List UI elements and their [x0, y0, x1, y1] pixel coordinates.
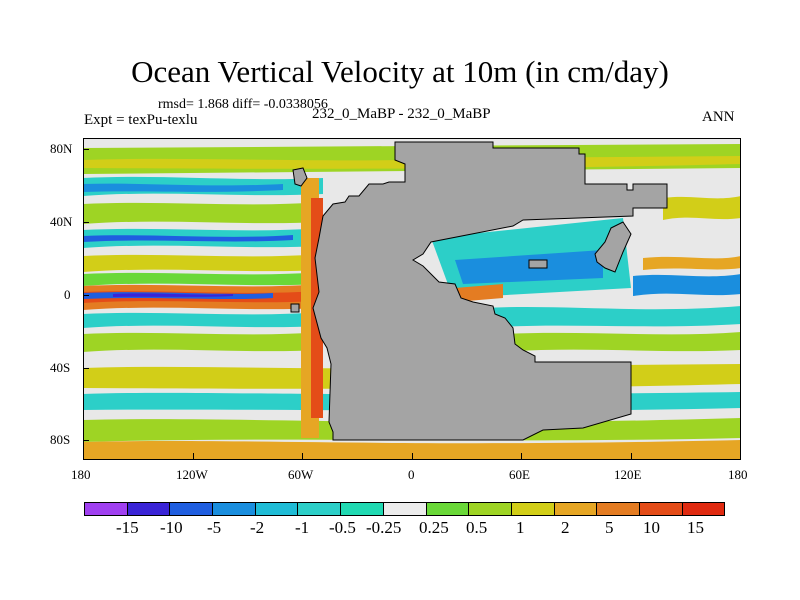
- island-north: [292, 167, 308, 187]
- y-label-40s: 40S: [50, 360, 71, 375]
- colorbar-label: 0.5: [466, 518, 488, 537]
- x-label-0: 0: [408, 467, 415, 482]
- x-label-60e: 60E: [509, 467, 530, 482]
- x-label-120e: 120E: [614, 467, 642, 482]
- colorbar-swatch: [340, 502, 384, 516]
- map-frame: [83, 138, 741, 460]
- x-label-60w: 60W: [288, 467, 314, 482]
- colorbar-swatch: [638, 502, 683, 516]
- colorbar-label: -15: [116, 518, 139, 537]
- colorbar-label: -1: [295, 518, 310, 537]
- colorbar-label: -10: [160, 518, 183, 537]
- band-orange-south: [83, 440, 741, 460]
- band-east-yellow: [663, 196, 741, 220]
- x-tick: [302, 453, 303, 459]
- colorbar-label: -2: [250, 518, 265, 537]
- y-label-40n: 40N: [50, 214, 73, 229]
- band-yellow-sub: [83, 254, 323, 272]
- inner-sea-orange: [455, 284, 503, 302]
- band-blue-north: [83, 183, 283, 192]
- stats-line: rmsd= 1.868 diff= -0.0338056: [158, 97, 328, 112]
- band-blue-mid: [83, 235, 293, 242]
- colorbar-swatch: [382, 502, 427, 516]
- x-tick: [193, 453, 194, 459]
- colorbar-swatch: [425, 502, 470, 516]
- colorbar-swatch: [510, 502, 555, 516]
- colorbar-label: 1: [516, 518, 525, 537]
- continent-main: [312, 141, 668, 441]
- season-label: ANN: [702, 109, 735, 125]
- colorbar: [84, 502, 726, 516]
- y-tick: [83, 440, 89, 441]
- colorbar-label: 10: [643, 518, 660, 537]
- colorbar-swatch: [84, 502, 128, 516]
- band-east-cyan: [483, 306, 741, 328]
- y-label-80n: 80N: [50, 141, 73, 156]
- island-west: [290, 303, 300, 313]
- colorbar-label: 15: [687, 518, 704, 537]
- colorbar-swatch: [297, 502, 342, 516]
- colorbar-swatch: [169, 502, 214, 516]
- x-tick: [521, 453, 522, 459]
- colorbar-label: -0.25: [366, 518, 402, 537]
- x-tick: [740, 453, 741, 459]
- y-label-80s: 80S: [50, 432, 71, 447]
- y-tick: [83, 368, 89, 369]
- plot-title: Ocean Vertical Velocity at 10m (in cm/da…: [131, 54, 669, 89]
- band-east-blue: [633, 274, 741, 296]
- band-green-sub: [83, 272, 323, 286]
- colorbar-swatch: [681, 502, 726, 516]
- band-green-south: [83, 332, 323, 352]
- band-east-orange: [643, 256, 741, 270]
- colorbar-swatch: [212, 502, 256, 516]
- x-tick: [631, 453, 632, 459]
- experiment-label: Expt = texPu-texlu: [84, 112, 198, 128]
- band-green-mid: [83, 202, 323, 224]
- x-label-180w: 180: [71, 467, 91, 482]
- island-sea: [528, 259, 548, 269]
- colorbar-swatch: [468, 502, 512, 516]
- colorbar-label: -0.5: [329, 518, 356, 537]
- run-subtitle: 232_0_MaBP - 232_0_MaBP: [312, 106, 491, 122]
- colorbar-swatch: [553, 502, 598, 516]
- x-label-180e: 180: [728, 467, 748, 482]
- y-tick: [83, 222, 89, 223]
- x-tick: [412, 453, 413, 459]
- x-tick: [83, 453, 84, 459]
- colorbar-swatch: [126, 502, 171, 516]
- x-label-120w: 120W: [176, 467, 208, 482]
- colorbar-label: 2: [561, 518, 570, 537]
- colorbar-label: 0.25: [419, 518, 449, 537]
- map-panel: [83, 138, 741, 460]
- band-east-green: [503, 332, 741, 352]
- colorbar-label: 5: [605, 518, 614, 537]
- y-tick: [83, 295, 89, 296]
- y-tick: [83, 149, 89, 150]
- colorbar-swatch: [254, 502, 299, 516]
- colorbar-swatch: [596, 502, 640, 516]
- band-cyan-south: [83, 312, 323, 328]
- velocity-field: [83, 138, 741, 460]
- y-label-0: 0: [64, 287, 71, 302]
- peninsula-east: [594, 221, 632, 273]
- colorbar-label: -5: [207, 518, 222, 537]
- band-equator-navy: [113, 293, 233, 297]
